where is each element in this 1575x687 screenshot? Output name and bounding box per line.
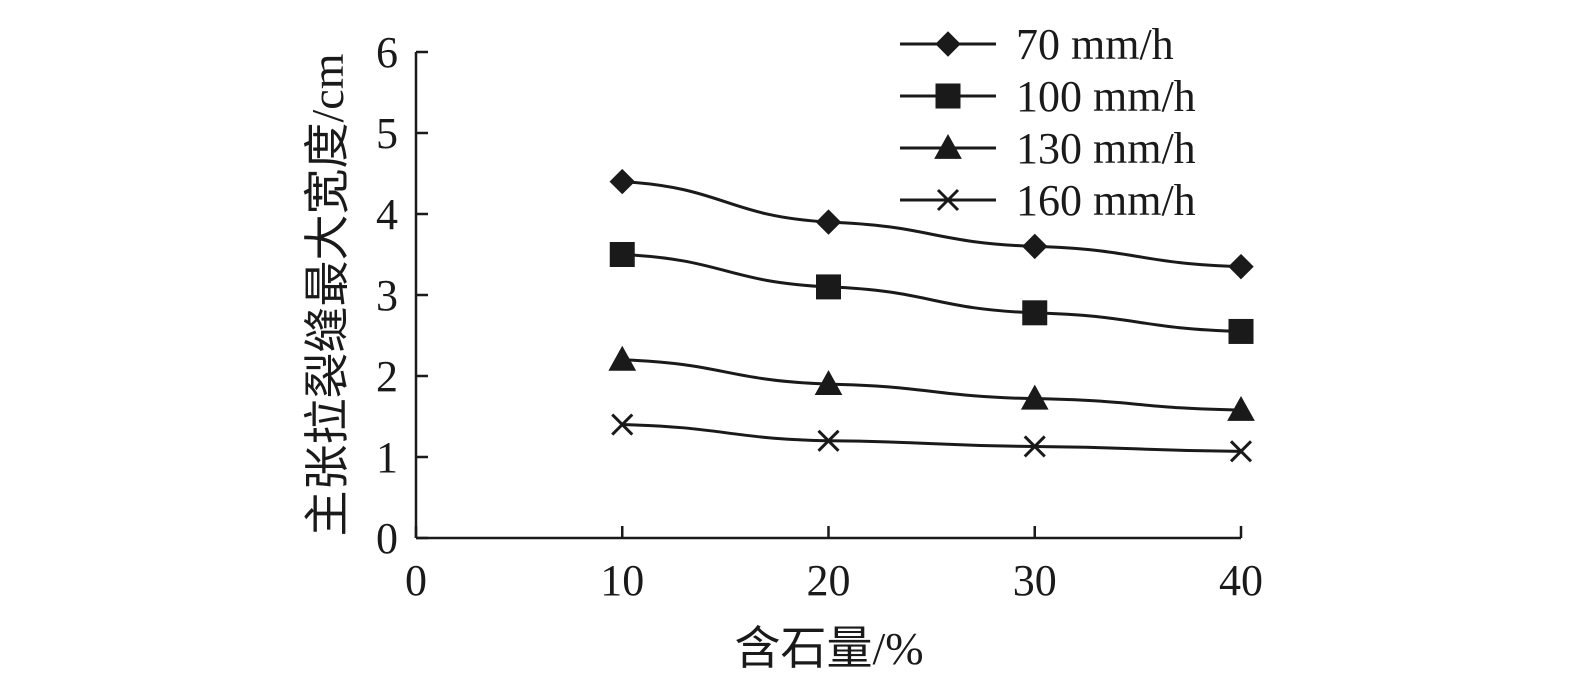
axes: 0 1 2 3 4 5 6 0 10 20 30 40 [376,28,1263,605]
legend-marker [935,31,961,57]
x-tick-label: 30 [1013,556,1057,605]
data-point [1022,233,1048,260]
data-point [815,209,842,235]
data-point [817,429,840,452]
legend-label: 70 mm/h [1016,20,1174,69]
x-tick-label: 0 [405,556,427,605]
x-tick-label: 20 [807,556,851,605]
data-point [1227,395,1255,421]
y-tick-label: 0 [376,514,398,563]
data-point [609,168,635,195]
data-point [1022,300,1048,326]
x-tick-label: 40 [1219,556,1263,605]
data-point [1023,435,1046,458]
y-tick-label: 1 [376,433,398,482]
y-tick-label: 2 [376,352,398,401]
data-point [1228,253,1254,280]
series-line [622,423,1242,453]
data-point [1020,384,1049,410]
y-tick-label: 6 [376,28,398,77]
legend-label: 100 mm/h [1016,72,1196,121]
y-axis-title: 主张拉裂缝最大宽度/cm [302,53,353,536]
legend-entry: 130 mm/h [900,124,1196,173]
data-point [611,413,634,436]
series-3 [611,413,1253,463]
legend-entry: 100 mm/h [900,72,1196,121]
legend-entry: 160 mm/h [900,176,1196,225]
legend-marker [934,133,962,159]
series-line [622,180,1242,269]
data-point [608,345,637,371]
data-point [1229,440,1253,463]
series-line [622,253,1242,333]
legend-marker [935,83,961,109]
legend-marker [936,188,960,212]
legend-label: 160 mm/h [1016,176,1196,225]
y-tick-label: 3 [376,271,398,320]
data-point [1228,318,1254,344]
x-axis-title: 含石量/% [734,623,923,674]
series-2 [608,345,1255,421]
legend-label: 130 mm/h [1016,124,1196,173]
series-layer [608,168,1255,463]
legend-entry: 70 mm/h [900,20,1174,69]
y-tick-label: 4 [376,190,398,239]
data-point [814,370,843,395]
data-point [816,274,841,300]
y-tick-label: 5 [376,109,398,158]
x-tick-label: 10 [600,556,644,605]
series-line [622,358,1242,412]
data-point [609,242,635,267]
series-1 [609,242,1254,344]
series-0 [609,168,1254,280]
